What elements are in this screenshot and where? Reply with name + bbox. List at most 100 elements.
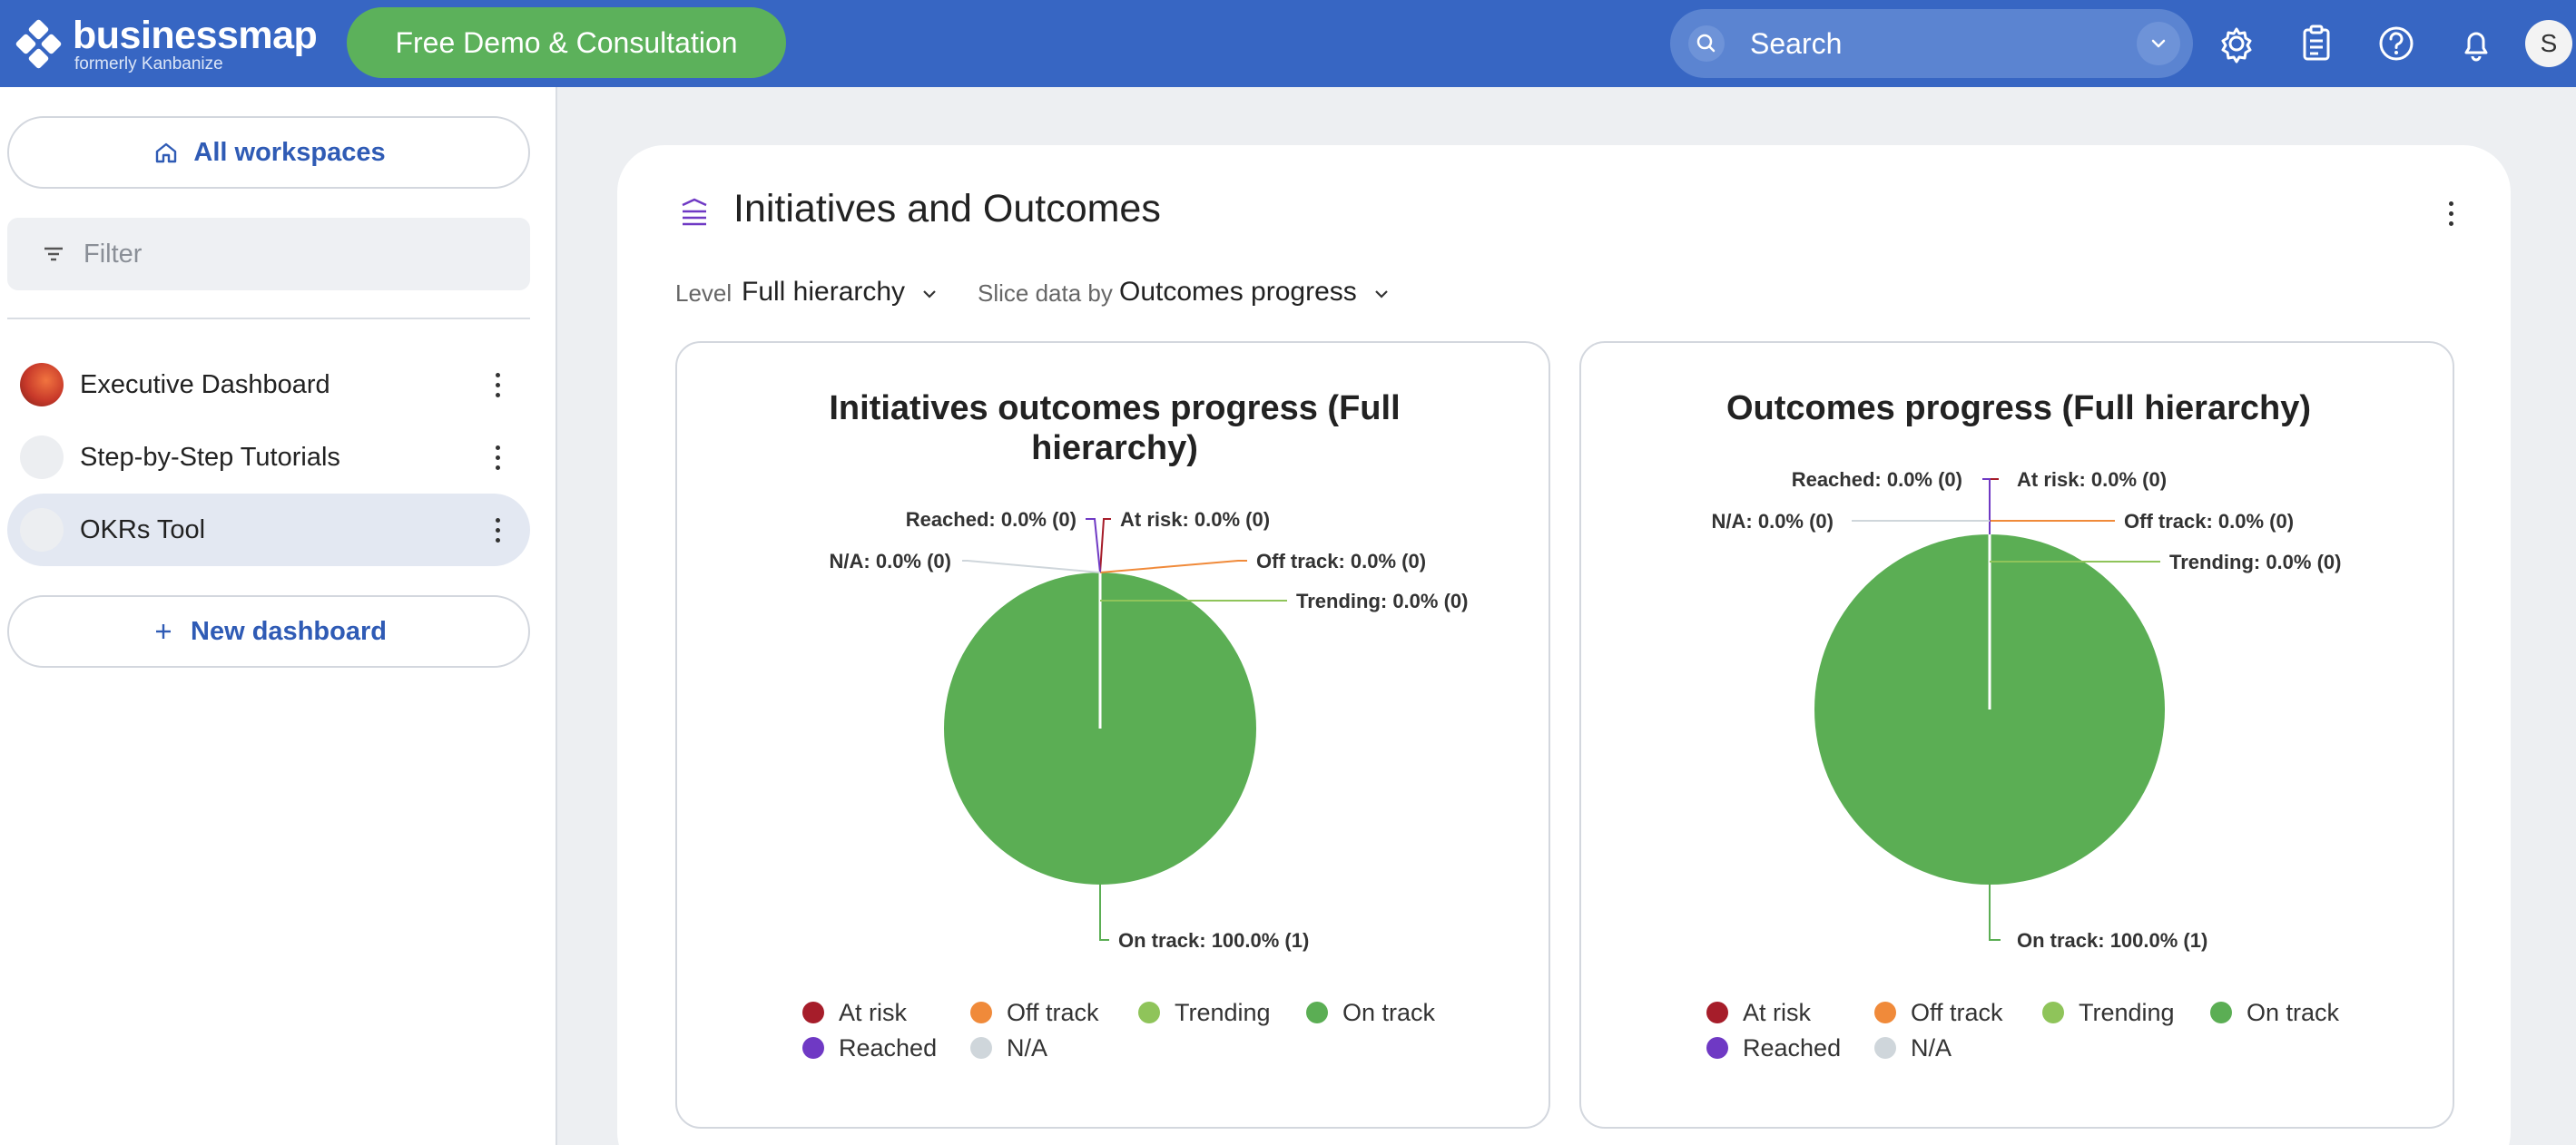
leader-line bbox=[1982, 478, 1991, 534]
chevron-down-icon[interactable] bbox=[2137, 22, 2180, 65]
legend-item-on-track[interactable]: On track bbox=[2210, 999, 2340, 1026]
data-label: On track: 100.0% (1) bbox=[1118, 929, 1309, 952]
chart-title: hierarchy) bbox=[1031, 429, 1198, 467]
legend-item-at-risk[interactable]: At risk bbox=[802, 999, 908, 1026]
data-label: Trending: 0.0% (0) bbox=[2169, 551, 2341, 573]
legend-item-off-track[interactable]: Off track bbox=[1874, 999, 2003, 1026]
dashboard-avatar bbox=[20, 435, 64, 479]
brand-logo[interactable]: businessmap formerly Kanbanize bbox=[15, 14, 318, 73]
legend-label: Trending bbox=[1175, 999, 1271, 1026]
chart-title: Initiatives outcomes progress (Full bbox=[829, 389, 1400, 427]
clipboard-icon[interactable] bbox=[2293, 20, 2340, 67]
slice-data-select[interactable]: Outcomes progress bbox=[1119, 277, 1357, 307]
filter-input[interactable]: Filter bbox=[7, 218, 530, 290]
brand-name: businessmap bbox=[73, 14, 318, 57]
legend-marker bbox=[2042, 1002, 2064, 1023]
data-label: N/A: 0.0% (0) bbox=[1712, 510, 1834, 533]
chart-title: Outcomes progress (Full hierarchy) bbox=[1726, 389, 2311, 427]
legend-label: At risk bbox=[839, 999, 908, 1026]
level-select[interactable]: Full hierarchy bbox=[742, 277, 906, 307]
legend-label: At risk bbox=[1743, 999, 1812, 1026]
legend-marker bbox=[970, 1002, 992, 1023]
search-icon bbox=[1688, 25, 1725, 62]
legend-label: Off track bbox=[1911, 999, 2003, 1026]
data-label: At risk: 0.0% (0) bbox=[1120, 508, 1270, 531]
sidebar-item-executive-dashboard[interactable]: Executive Dashboard bbox=[7, 348, 530, 421]
legend-marker bbox=[2210, 1002, 2232, 1023]
all-workspaces-button[interactable]: All workspaces bbox=[7, 116, 530, 189]
data-label: Off track: 0.0% (0) bbox=[2124, 510, 2294, 533]
chart-panel-initiatives: Initiatives outcomes progress (Full hiera… bbox=[675, 341, 1550, 1129]
legend-item-n-a[interactable]: N/A bbox=[1874, 1034, 1952, 1062]
legend-item-trending[interactable]: Trending bbox=[1138, 999, 1271, 1026]
legend-marker bbox=[1874, 1037, 1896, 1059]
legend-label: Reached bbox=[839, 1034, 937, 1062]
brand-subtitle: formerly Kanbanize bbox=[74, 54, 223, 73]
sidebar: All workspaces Filter Executive Dashboar… bbox=[0, 87, 557, 1145]
legend-item-off-track[interactable]: Off track bbox=[970, 999, 1099, 1026]
legend-marker bbox=[802, 1037, 824, 1059]
help-icon[interactable] bbox=[2373, 20, 2420, 67]
leader-line bbox=[1086, 518, 1101, 573]
legend-label: Off track bbox=[1007, 999, 1099, 1026]
level-label: Level bbox=[675, 279, 732, 307]
leader-line bbox=[1099, 560, 1247, 573]
legend-marker bbox=[1138, 1002, 1160, 1023]
leader-line bbox=[962, 560, 1101, 573]
data-label: Off track: 0.0% (0) bbox=[1256, 550, 1426, 572]
legend-label: On track bbox=[1342, 999, 1436, 1026]
leader-line bbox=[1099, 885, 1109, 941]
legend-label: Trending bbox=[2079, 999, 2175, 1026]
new-dashboard-label: New dashboard bbox=[191, 616, 387, 646]
logo-icon bbox=[15, 18, 64, 70]
more-options-icon[interactable] bbox=[496, 517, 503, 543]
sidebar-item-label: Executive Dashboard bbox=[80, 369, 330, 399]
chevron-down-icon[interactable] bbox=[1371, 283, 1392, 305]
legend-item-reached[interactable]: Reached bbox=[1706, 1034, 1841, 1062]
page-title: Initiatives and Outcomes bbox=[733, 187, 1161, 230]
more-options-icon[interactable] bbox=[496, 445, 503, 470]
dashboard-card: Initiatives and Outcomes Level Full hier… bbox=[617, 145, 2511, 1145]
card-more-options-icon[interactable] bbox=[2449, 201, 2456, 226]
top-bar: businessmap formerly Kanbanize Free Demo… bbox=[0, 0, 2576, 87]
legend-label: N/A bbox=[1007, 1034, 1047, 1062]
sidebar-item-label: OKRs Tool bbox=[80, 514, 206, 544]
search-bar[interactable]: Search bbox=[1670, 9, 2193, 78]
user-avatar[interactable]: S bbox=[2525, 20, 2572, 67]
data-label: On track: 100.0% (1) bbox=[2017, 929, 2207, 952]
free-demo-button[interactable]: Free Demo & Consultation bbox=[347, 7, 786, 78]
sidebar-item-step-by-step-tutorials[interactable]: Step-by-Step Tutorials bbox=[7, 421, 530, 494]
leader-line bbox=[1099, 518, 1111, 573]
chevron-down-icon[interactable] bbox=[919, 283, 940, 305]
data-label: Reached: 0.0% (0) bbox=[1792, 468, 1962, 491]
data-label: Trending: 0.0% (0) bbox=[1296, 590, 1468, 612]
legend-item-n-a[interactable]: N/A bbox=[970, 1034, 1047, 1062]
legend-marker bbox=[1306, 1002, 1328, 1023]
hierarchy-icon bbox=[682, 198, 707, 226]
legend-marker bbox=[1706, 1037, 1728, 1059]
sidebar-item-okrs-tool[interactable]: OKRs Tool bbox=[7, 494, 530, 566]
all-workspaces-label: All workspaces bbox=[193, 137, 386, 167]
search-input[interactable]: Search bbox=[1750, 27, 1843, 60]
legend-item-at-risk[interactable]: At risk bbox=[1706, 999, 1812, 1026]
chart-panel-outcomes: Outcomes progress (Full hierarchy) At ris… bbox=[1579, 341, 2454, 1129]
legend-item-on-track[interactable]: On track bbox=[1306, 999, 1436, 1026]
dashboard-avatar bbox=[20, 508, 64, 552]
legend-label: Reached bbox=[1743, 1034, 1841, 1062]
sidebar-item-label: Step-by-Step Tutorials bbox=[80, 442, 340, 472]
legend-item-trending[interactable]: Trending bbox=[2042, 999, 2175, 1026]
legend-label: N/A bbox=[1911, 1034, 1952, 1062]
gear-icon[interactable] bbox=[2213, 20, 2260, 67]
divider bbox=[7, 318, 530, 319]
legend-item-reached[interactable]: Reached bbox=[802, 1034, 937, 1062]
legend-marker bbox=[1706, 1002, 1728, 1023]
new-dashboard-button[interactable]: New dashboard bbox=[7, 595, 530, 668]
legend-marker bbox=[802, 1002, 824, 1023]
legend-label: On track bbox=[2247, 999, 2340, 1026]
filter-icon bbox=[44, 247, 63, 261]
pie-chart-outcomes: Outcomes progress (Full hierarchy) At ris… bbox=[1706, 389, 2341, 1062]
bell-icon[interactable] bbox=[2453, 20, 2500, 67]
data-label: At risk: 0.0% (0) bbox=[2017, 468, 2167, 491]
pie-chart-initiatives: Initiatives outcomes progress (Fullhiera… bbox=[802, 389, 1468, 1062]
more-options-icon[interactable] bbox=[496, 372, 503, 397]
